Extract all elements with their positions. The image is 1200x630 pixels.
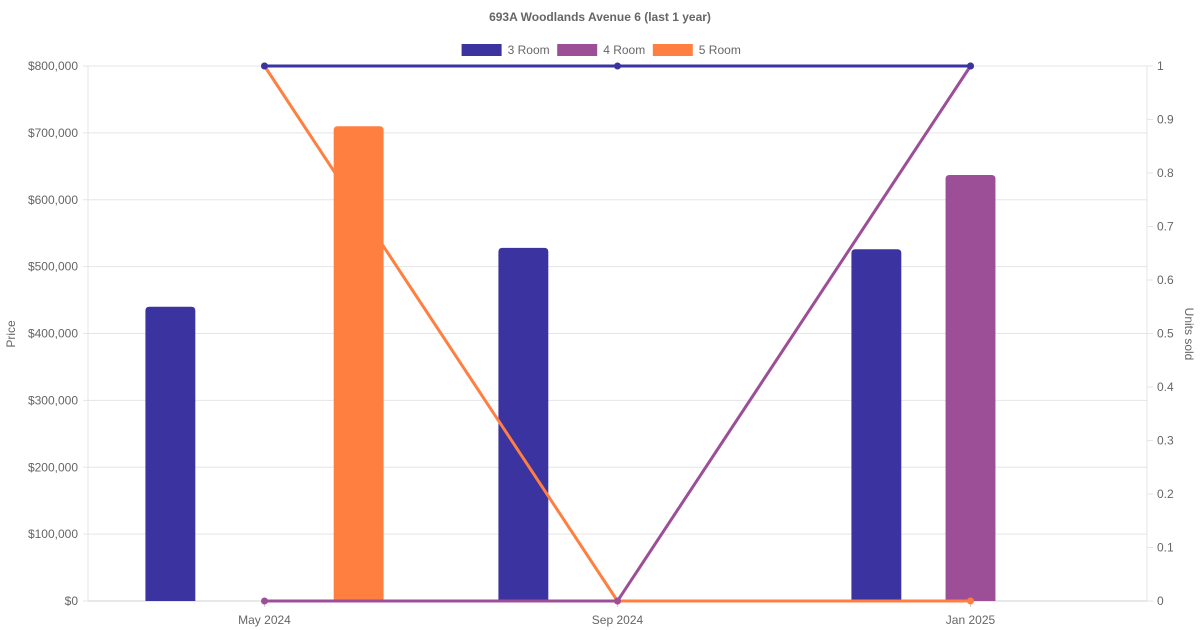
y-tick-label: $700,000 [28, 126, 78, 140]
legend-swatch [652, 44, 693, 56]
chart-title: 693A Woodlands Avenue 6 (last 1 year) [489, 10, 711, 24]
legend-label: 4 Room [603, 43, 645, 57]
line-point [261, 597, 268, 605]
legend-swatch [557, 44, 598, 56]
legend[interactable]: 3 Room 4 Room 5 Room [461, 43, 741, 57]
y2-tick-label: 0.2 [1157, 487, 1174, 501]
y2-axis-title: Units sold [1182, 308, 1196, 361]
y-tick-label: $400,000 [28, 327, 78, 341]
bar [945, 175, 996, 601]
legend-label: 3 Room [508, 43, 550, 57]
line-point [614, 597, 621, 605]
bar [145, 306, 196, 601]
bar [333, 126, 384, 601]
x-tick-label: Jan 2025 [946, 613, 996, 627]
y2-tick-label: 0.5 [1157, 327, 1174, 341]
x-tick-label: Sep 2024 [592, 613, 644, 627]
legend-item[interactable]: 5 Room [652, 43, 741, 57]
y-tick-label: $100,000 [28, 527, 78, 541]
y2-tick-label: 0 [1157, 594, 1164, 608]
x-axis: May 2024 Sep 2024 Jan 2025 [238, 601, 996, 627]
bar [498, 247, 549, 601]
y2-tick-label: 0.4 [1157, 380, 1174, 394]
bar [851, 249, 902, 602]
y2-tick-label: 0.3 [1157, 434, 1174, 448]
legend-swatch [461, 44, 502, 56]
y-tick-label: $0 [65, 594, 79, 608]
y-axis-title: Price [4, 320, 18, 348]
y-tick-label: $800,000 [28, 59, 78, 73]
lines [261, 62, 974, 605]
line-point [614, 62, 621, 70]
y-tick-label: $500,000 [28, 260, 78, 274]
y2-tick-label: 0.9 [1157, 113, 1174, 127]
x-tick-label: May 2024 [238, 613, 291, 627]
y-axis-left: $0 $100,000 $200,000 $300,000 $400,000 $500,0… [28, 59, 78, 608]
y2-tick-label: 0.1 [1157, 541, 1174, 555]
y-tick-label: $300,000 [28, 393, 78, 407]
line-point [967, 62, 974, 70]
y2-tick-label: 0.7 [1157, 220, 1174, 234]
line-point [967, 597, 974, 605]
y2-tick-label: 1 [1157, 59, 1164, 73]
y2-tick-label: 0.8 [1157, 166, 1174, 180]
y-tick-label: $200,000 [28, 460, 78, 474]
line-point [261, 62, 268, 70]
legend-label: 5 Room [699, 43, 741, 57]
y-tick-label: $600,000 [28, 193, 78, 207]
y-axis-right: 0 0.1 0.2 0.3 0.4 0.5 0.6 0.7 0.8 0.9 1 [1147, 59, 1174, 608]
bars [145, 126, 996, 602]
y2-tick-label: 0.6 [1157, 273, 1174, 287]
legend-item[interactable]: 4 Room [557, 43, 645, 57]
legend-item[interactable]: 3 Room [461, 43, 550, 57]
